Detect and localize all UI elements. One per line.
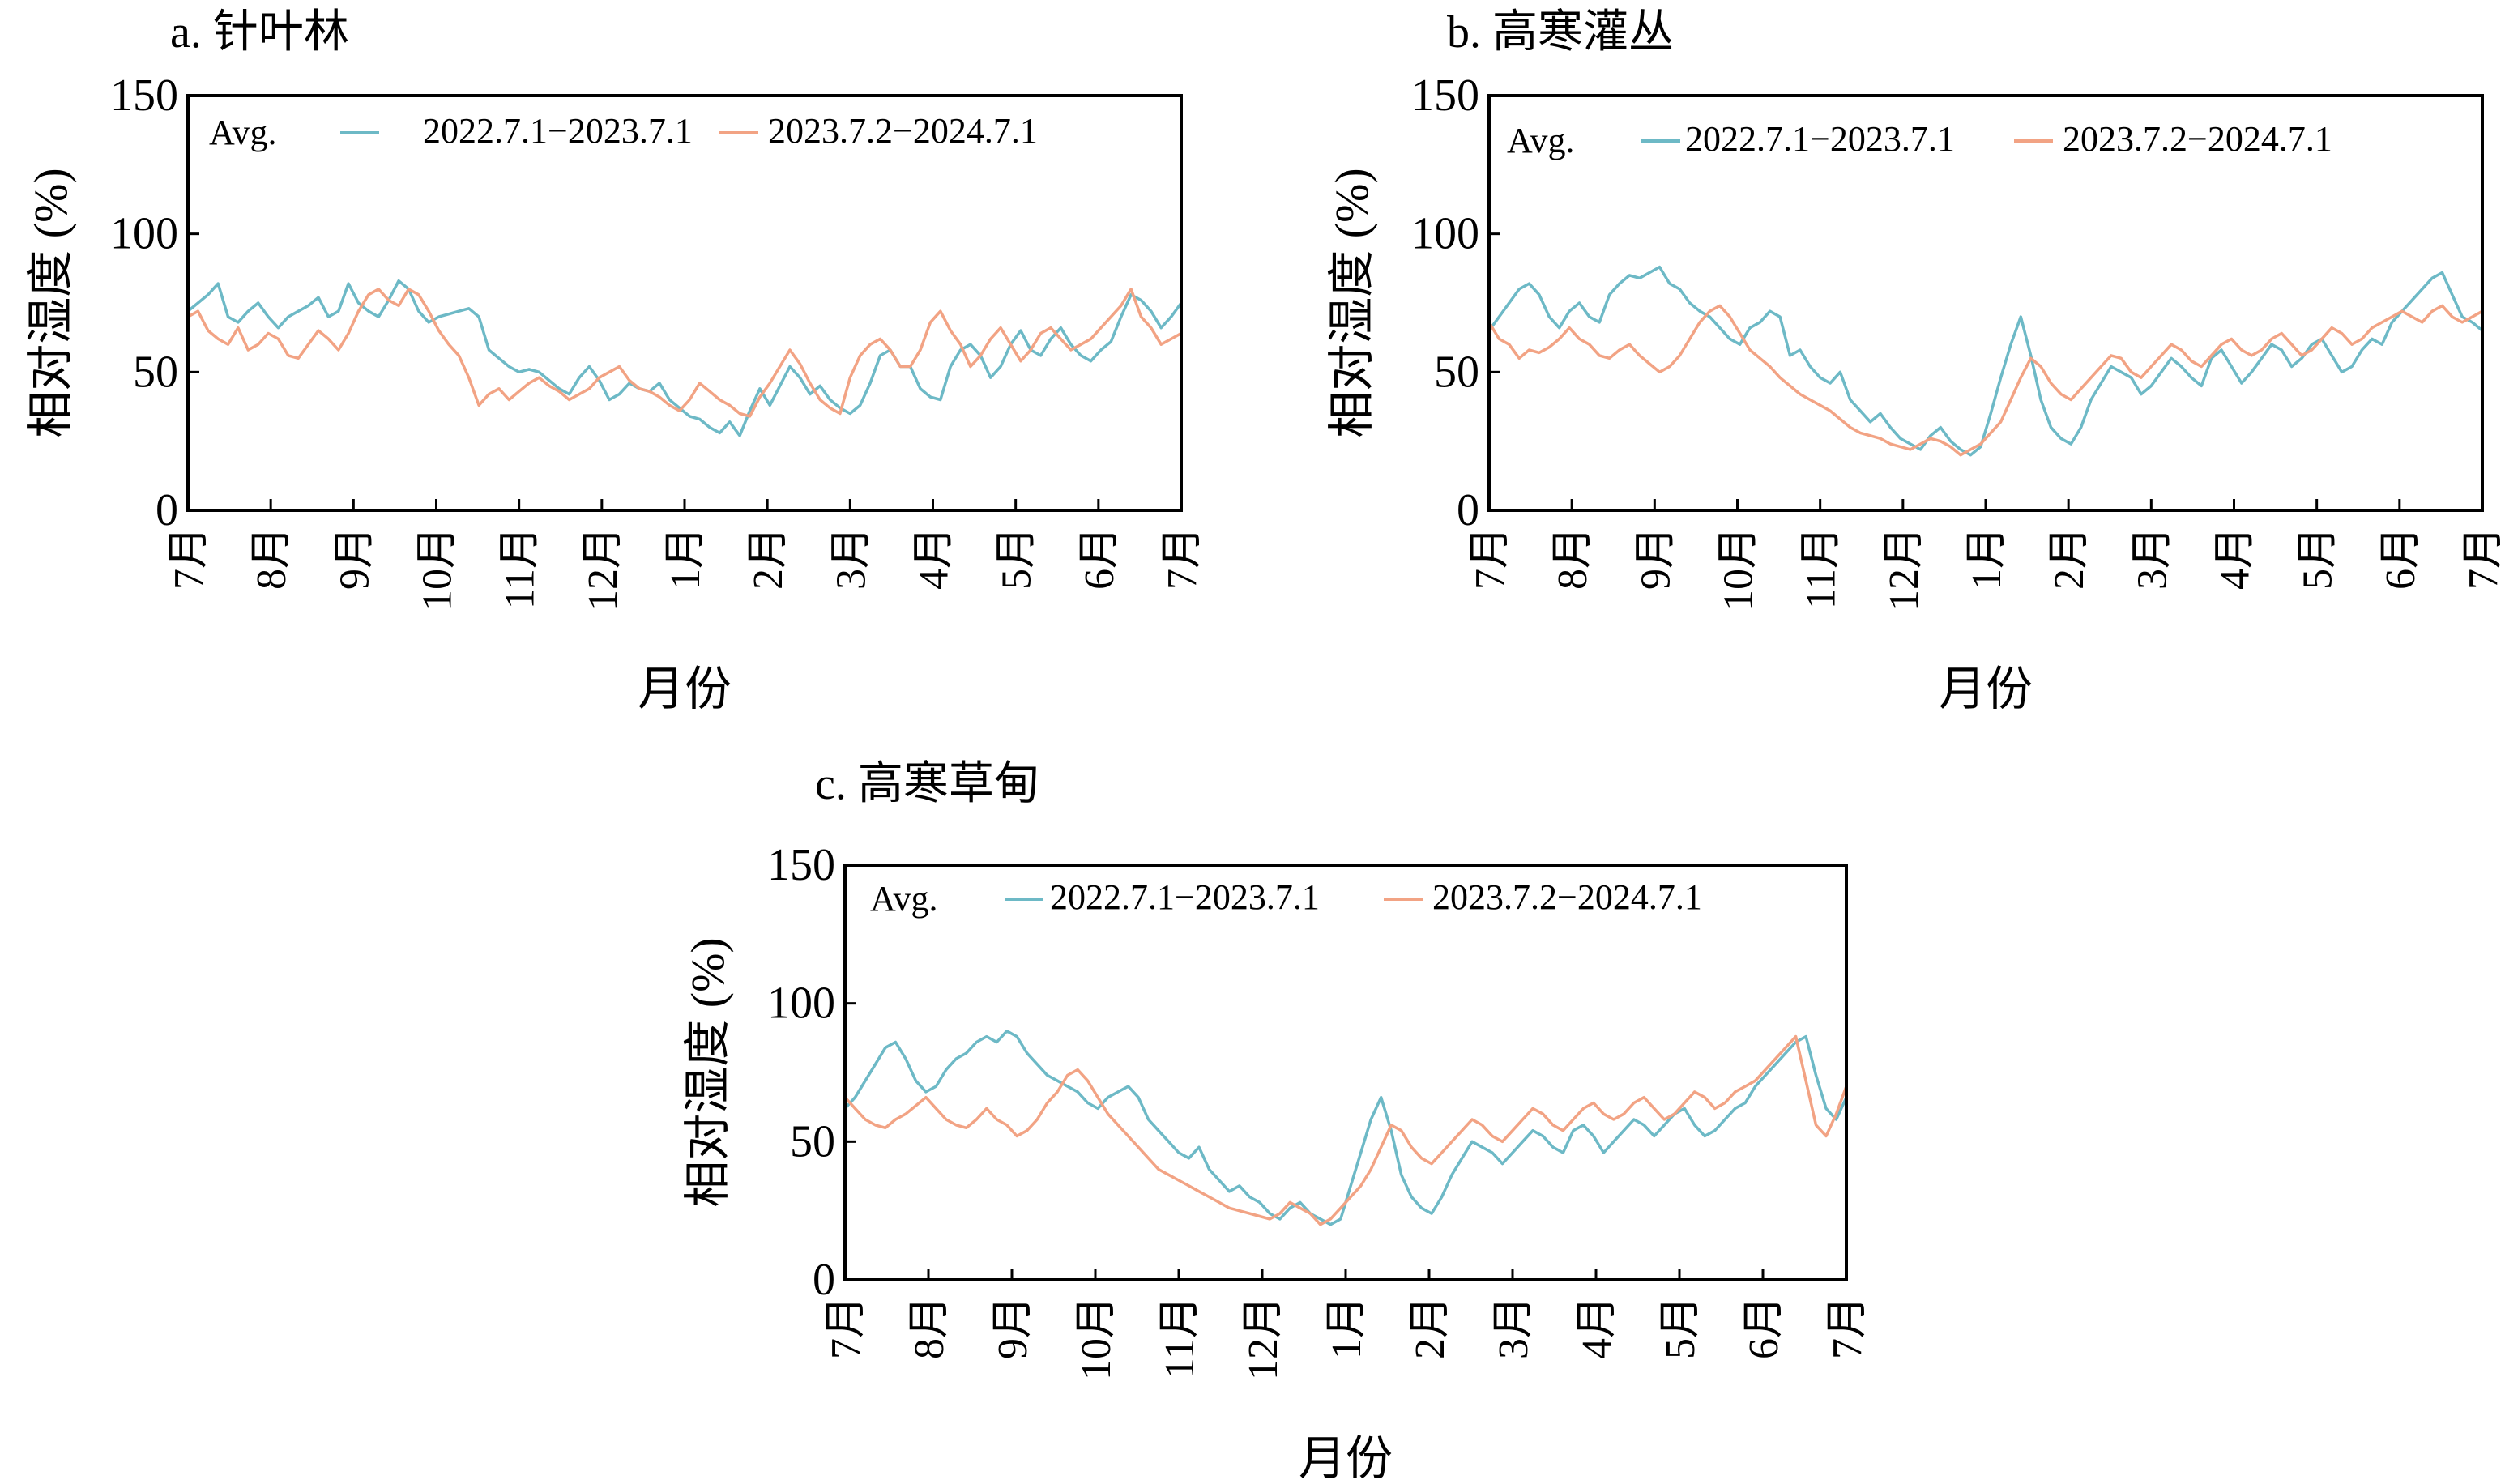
legend-entry-1: 2022.7.1−2023.7.1	[423, 111, 693, 151]
y-axis-label: 相对湿度 (%)	[24, 168, 77, 437]
x-tick-label: 7月	[166, 527, 212, 590]
y-tick-label: 100	[110, 209, 178, 259]
x-tick-label: 11月	[1157, 1296, 1203, 1379]
legend-entry-2: 2023.7.2−2024.7.1	[768, 111, 1038, 151]
legend-title: Avg.	[870, 879, 938, 919]
x-tick-label: 10月	[1716, 527, 1762, 611]
panel-title: a. 针叶林	[170, 7, 349, 58]
x-tick-label: 7月	[823, 1296, 869, 1359]
x-tick-label: 1月	[1964, 527, 2010, 590]
x-tick-label: 11月	[497, 527, 544, 609]
x-tick-label: 5月	[2295, 527, 2341, 590]
x-tick-label: 9月	[990, 1296, 1036, 1359]
x-tick-label: 3月	[1491, 1296, 1537, 1359]
x-tick-label: 10月	[415, 527, 461, 611]
y-tick-label: 50	[790, 1116, 835, 1166]
y-tick-label: 150	[1411, 70, 1479, 121]
x-tick-label: 7月	[1467, 527, 1513, 590]
x-tick-label: 7月	[1824, 1296, 1871, 1359]
chart-panel-3: c. 高寒草甸 0 50 100 150 7月 8月 9月 10月 11月 12月 1月 2月 3月 4月 5…	[681, 759, 1871, 1484]
x-tick-label: 4月	[911, 527, 958, 590]
x-tick-label: 2月	[745, 527, 792, 590]
y-tick-label: 150	[110, 70, 178, 121]
x-tick-label: 2月	[1407, 1296, 1453, 1359]
x-tick-label: 6月	[1741, 1296, 1787, 1359]
plot-frame	[186, 94, 1183, 512]
x-tick-label: 8月	[249, 527, 295, 590]
legend-entry-2: 2023.7.2−2024.7.1	[2063, 119, 2332, 159]
x-tick-label: 9月	[331, 527, 378, 590]
x-tick-label: 6月	[1077, 527, 1123, 590]
x-tick-label: 7月	[2460, 527, 2505, 590]
x-tick-label: 7月	[1159, 527, 1206, 590]
x-tick-label: 11月	[1799, 527, 1845, 609]
series-line-1	[1489, 265, 2482, 457]
legend-entry-1: 2022.7.1−2023.7.1	[1050, 877, 1320, 917]
panel-title: c. 高寒草甸	[815, 759, 1039, 809]
x-tick-label: 1月	[663, 527, 709, 590]
x-tick-label: 4月	[1574, 1296, 1620, 1359]
x-tick-label: 5月	[1658, 1296, 1704, 1359]
legend-entry-2: 2023.7.2−2024.7.1	[1432, 877, 1702, 917]
legend: Avg. 2022.7.1−2023.7.1 2023.7.2−2024.7.1	[870, 877, 1702, 919]
x-axis-label: 月份	[638, 663, 732, 715]
series-line-2	[1489, 304, 2482, 457]
x-tick-label: 3月	[828, 527, 874, 590]
plot-frame	[843, 864, 1848, 1281]
y-tick-label: 100	[1411, 209, 1479, 259]
x-tick-label: 6月	[2378, 527, 2424, 590]
chart-panel-1: a. 针叶林 0 50 100 150 7月 8月 9月 10月 11月 12月 1月 2月 3月 4月 5月…	[24, 7, 1206, 715]
y-tick-label: 100	[767, 979, 835, 1029]
chart-panel-2: b. 高寒灌丛 0 50 100 150 7月 8月 9月 10月 11月 12月 1月 2月 3月 4月 5…	[1325, 7, 2505, 715]
x-tick-label: 3月	[2129, 527, 2175, 590]
x-tick-label: 1月	[1324, 1296, 1370, 1359]
y-tick-label: 50	[133, 347, 178, 397]
x-tick-label: 8月	[1550, 527, 1596, 590]
x-axis-label: 月份	[1939, 663, 2033, 715]
y-axis-label: 相对湿度 (%)	[1325, 168, 1378, 437]
series-line-1	[845, 1030, 1846, 1226]
x-tick-label: 12月	[1881, 527, 1927, 611]
legend: Avg. 2022.7.1−2023.7.1 2023.7.2−2024.7.1	[209, 111, 1038, 152]
x-tick-label: 4月	[2213, 527, 2259, 590]
y-axis-label: 相对湿度 (%)	[681, 937, 734, 1207]
x-tick-label: 12月	[580, 527, 626, 611]
y-tick-label: 50	[1434, 347, 1479, 397]
legend-entry-1: 2022.7.1−2023.7.1	[1685, 119, 1955, 159]
y-tick-label: 0	[1457, 485, 1479, 535]
series-line-2	[845, 1034, 1846, 1226]
x-axis-label: 月份	[1299, 1432, 1393, 1484]
y-tick-label: 0	[813, 1255, 835, 1305]
legend-title: Avg.	[1507, 121, 1575, 160]
x-tick-label: 5月	[994, 527, 1040, 590]
y-tick-label: 150	[767, 840, 835, 890]
legend-title: Avg.	[209, 113, 277, 152]
x-tick-label: 12月	[1240, 1296, 1287, 1380]
y-tick-label: 0	[156, 485, 178, 535]
x-tick-label: 8月	[907, 1296, 953, 1359]
series-line-1	[188, 279, 1181, 437]
plot-frame	[1487, 94, 2484, 512]
x-tick-label: 9月	[1632, 527, 1679, 590]
series-line-2	[188, 288, 1181, 418]
x-tick-label: 10月	[1073, 1296, 1120, 1380]
legend: Avg. 2022.7.1−2023.7.1 2023.7.2−2024.7.1	[1507, 119, 2332, 160]
x-tick-label: 2月	[2046, 527, 2093, 590]
panel-title: b. 高寒灌丛	[1447, 7, 1674, 58]
